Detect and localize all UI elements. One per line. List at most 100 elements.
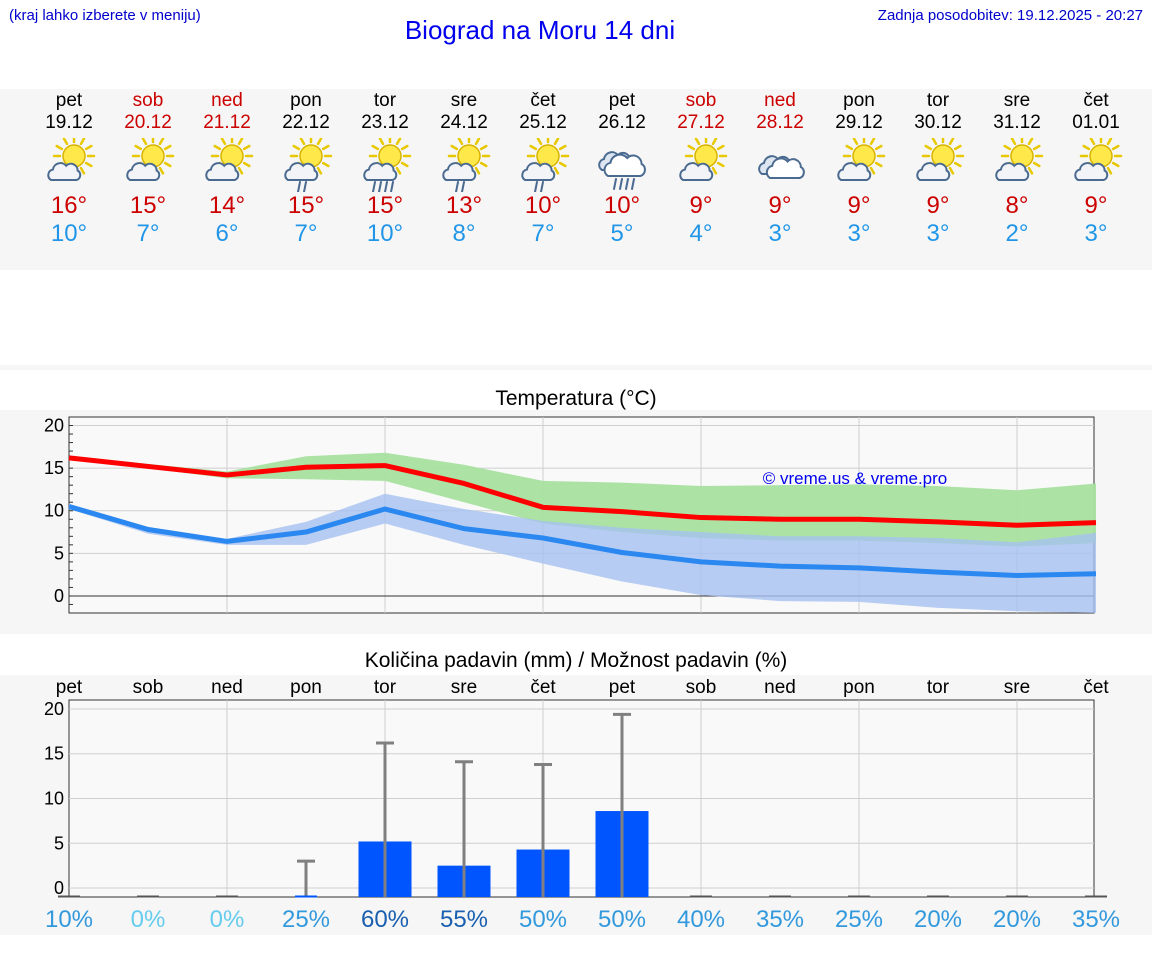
min-temp: 10° [366,220,404,247]
max-temp: 15° [366,192,404,219]
max-temp: 9° [926,192,950,219]
precipitation-probability: 0% [131,906,166,933]
day-column: pon 29.12 9° 3° [819,89,899,248]
x-category-label: sob [686,677,717,698]
day-column: pon 22.12 15° 7° [266,89,346,248]
min-temp: 3° [847,220,871,247]
day-name: ned [764,90,796,111]
day-name: tor [373,90,397,111]
min-range-band [69,493,1096,613]
day-name: pet [608,90,636,111]
day-date: 21.12 [203,112,251,133]
day-column: čet 25.12 10° 7° [503,89,583,248]
x-category-label: čet [1083,677,1109,698]
x-category-label: tor [374,677,397,698]
day-column: čet 01.01 9° 3° [1056,89,1136,248]
y-tick-label: 15 [44,458,64,478]
partly-cloudy-icon [47,138,96,181]
partly-cloudy-icon [679,138,728,181]
y-tick-label: 0 [54,878,64,898]
precipitation-probability: 10% [45,906,93,933]
partly-cloudy-light-rain-icon [284,138,333,192]
temperature-chart-title: Temperatura (°C) [495,387,657,410]
location-hint[interactable]: (kraj lahko izberete v meniju) [9,7,201,24]
min-temp: 7° [294,220,318,247]
day-date: 01.01 [1072,112,1120,133]
max-temp: 15° [287,192,325,219]
precipitation-probability: 50% [598,906,646,933]
temperature-chart-panel: 0 5 10 15 20 © vreme.us & vreme.pro [0,410,1152,634]
max-temp: 8° [1005,192,1029,219]
min-temp: 3° [768,220,792,247]
day-date: 24.12 [440,112,488,133]
day-name: pet [55,90,83,111]
day-date: 31.12 [993,112,1041,133]
precipitation-chart-title: Količina padavin (mm) / Možnost padavin … [364,649,788,672]
max-temp: 10° [603,192,641,219]
day-date: 23.12 [361,112,409,133]
y-tick-label: 20 [44,699,64,719]
x-category-label: pet [609,677,636,698]
day-column: sre 31.12 8° 2° [977,89,1057,248]
partly-cloudy-light-rain-icon [521,138,570,192]
x-category-label: pon [290,677,322,698]
min-temp: 8° [452,220,476,247]
x-category-label: sre [1004,677,1030,698]
y-tick-label: 10 [44,789,64,809]
day-column: pet 26.12 10° 5° [582,89,662,248]
day-name: sre [1003,90,1031,111]
x-category-label: tor [927,677,950,698]
day-date: 29.12 [835,112,883,133]
x-category-label: ned [211,677,243,698]
precipitation-probability: 20% [914,906,962,933]
day-column: tor 30.12 9° 3° [898,89,978,248]
min-temp: 10° [50,220,88,247]
day-name: sre [450,90,478,111]
max-temp: 10° [524,192,562,219]
x-category-label: ned [764,677,796,698]
min-temp: 6° [215,220,239,247]
min-temperature-line [68,504,1097,579]
min-temp: 3° [1084,220,1108,247]
max-range-band [69,452,1096,547]
watermark: © vreme.us & vreme.pro [763,469,947,488]
daily-forecast-strip: pet 19.12 16° 10° sob 20.12 15° 7° ned 21.12 14° 6°… [0,89,1152,270]
precipitation-probability: 25% [835,906,883,933]
partly-cloudy-icon [205,138,254,181]
min-temp: 7° [136,220,160,247]
day-column: sob 27.12 9° 4° [661,89,741,248]
day-date: 26.12 [598,112,646,133]
divider [0,365,1152,370]
max-temp: 13° [445,192,483,219]
y-tick-label: 5 [54,833,64,853]
x-category-label: pon [843,677,875,698]
cloudy-icon [758,155,805,179]
precipitation-chart: pet sob ned pon tor sre čet pet sob ned pon tor sre č… [44,677,1120,933]
precipitation-probability: 50% [519,906,567,933]
min-temp: 3° [926,220,950,247]
temperature-chart: 0 5 10 15 20 © vreme.us & vreme.pro [44,416,1097,614]
y-tick-label: 10 [44,501,64,521]
y-tick-label: 5 [54,543,64,563]
partly-cloudy-rain-icon [363,138,412,192]
day-name: sob [685,90,717,111]
max-temperature-line [68,455,1097,528]
day-column: sob 20.12 15° 7° [108,89,188,248]
x-category-label: sob [133,677,164,698]
day-name: sob [132,90,164,111]
min-temp: 2° [1005,220,1029,247]
day-column: ned 28.12 9° 3° [740,89,820,248]
partly-cloudy-icon [995,138,1044,181]
precipitation-probability: 20% [993,906,1041,933]
day-date: 19.12 [45,112,93,133]
y-tick-label: 0 [54,586,64,606]
max-temp: 9° [689,192,713,219]
precipitation-probability: 55% [440,906,488,933]
max-temp: 15° [129,192,167,219]
day-date: 30.12 [914,112,962,133]
day-name: čet [1083,90,1109,111]
y-tick-label: 20 [44,416,64,436]
max-temp: 16° [50,192,88,219]
last-updated: Zadnja posodobitev: 19.12.2025 - 20:27 [877,7,1143,24]
day-column: ned 21.12 14° 6° [187,89,267,248]
